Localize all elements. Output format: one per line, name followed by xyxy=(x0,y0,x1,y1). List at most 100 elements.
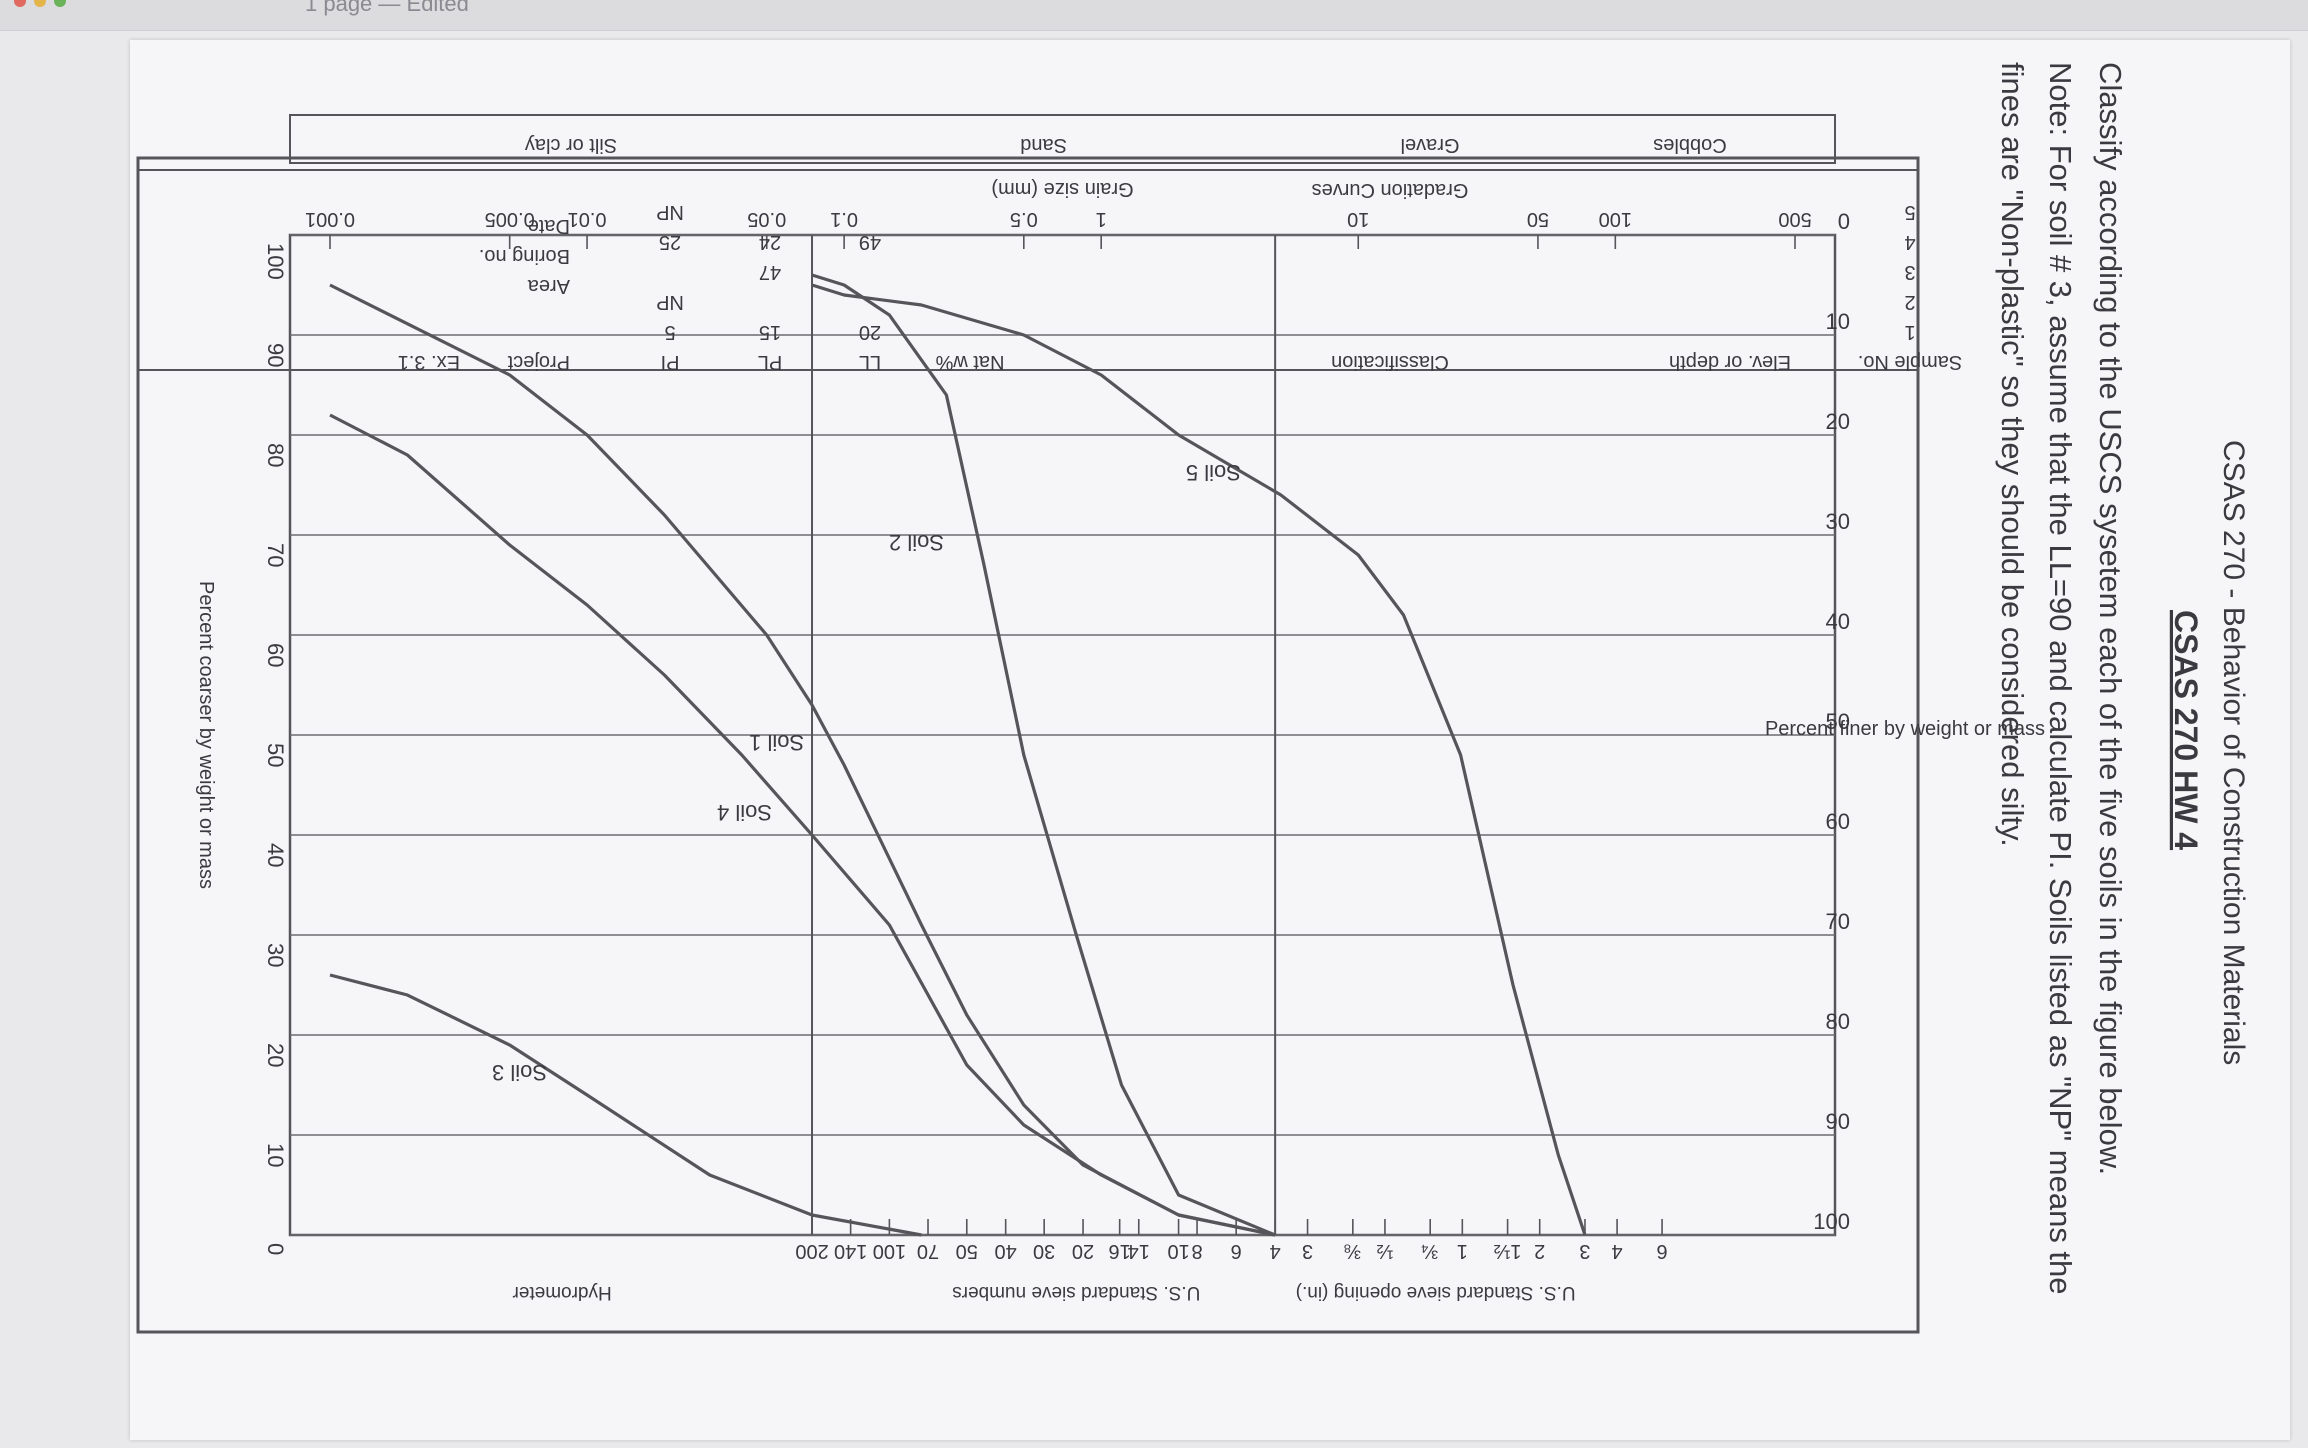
soil-class-label: Sand xyxy=(1020,134,1067,156)
opening-tick-label: 2 xyxy=(1534,1240,1545,1262)
table-meta-0: Project xyxy=(507,351,570,373)
opening-tick-label: 1 xyxy=(1457,1240,1468,1262)
chart-frame xyxy=(136,156,1920,1334)
minimize-dot-icon[interactable] xyxy=(34,0,46,7)
table-cell-no: 3 xyxy=(1904,261,1915,283)
opening-tick-label: 1½ xyxy=(1493,1240,1521,1262)
soil-curve-2 xyxy=(811,273,1276,1237)
number-tick-label: 3 xyxy=(1302,1240,1313,1262)
left-tick-label: 100 xyxy=(1813,1209,1850,1234)
x-axis-label: Grain size (mm) xyxy=(991,178,1133,200)
grain-tick-label: 1 xyxy=(1096,208,1107,230)
table-header-elev: Elev. or depth xyxy=(1669,351,1791,373)
sieve-opening-label: U.S. Standard sieve opening (in.) xyxy=(1296,1282,1576,1303)
table-meta-3: Boring no. xyxy=(479,245,570,267)
grain-tick-label: 500 xyxy=(1778,208,1811,230)
hw-title: CSAS 270 HW 4 xyxy=(2168,610,2204,850)
zoom-dot-icon[interactable] xyxy=(54,0,66,7)
right-tick-label: 20 xyxy=(263,1043,288,1067)
number-tick-label: 14 xyxy=(1128,1240,1150,1262)
grain-tick-label: 0.001 xyxy=(305,208,355,230)
left-tick-label: 40 xyxy=(1826,609,1850,634)
table-header-classification: Classification xyxy=(1331,351,1449,373)
left-tick-label: 30 xyxy=(1826,509,1850,534)
opening-tick-label: 3 xyxy=(1579,1240,1590,1262)
right-tick-label: 30 xyxy=(263,943,288,967)
left-tick-label: 60 xyxy=(1826,809,1850,834)
window-toolbar: 1 page — Edited xyxy=(0,0,2308,31)
left-tick-label: 10 xyxy=(1826,309,1850,334)
y-axis-label-left: Percent finer by weight or mass xyxy=(1765,718,2045,740)
table-header-pi: PI xyxy=(661,351,680,373)
right-tick-label: 50 xyxy=(263,743,288,767)
left-tick-label: 80 xyxy=(1826,1009,1850,1034)
grain-tick-label: 0.01 xyxy=(568,208,607,230)
grain-tick-label: 100 xyxy=(1599,208,1632,230)
right-tick-label: 60 xyxy=(263,643,288,667)
soil-class-label: Silt or clay xyxy=(525,134,617,156)
opening-tick-label: ¾ xyxy=(1422,1240,1439,1262)
opening-tick-label: ½ xyxy=(1376,1240,1393,1262)
table-cell-pi: NP xyxy=(656,291,684,313)
rotated-document: CSAS 270 - Behavior of Construction Mate… xyxy=(136,62,2250,1334)
table-cell-pl: 15 xyxy=(759,321,781,343)
table-header-natw: Nat w% xyxy=(935,351,1004,373)
file-status: 1 page — Edited xyxy=(305,0,469,16)
data-table xyxy=(137,169,1919,371)
table-cell-no: 5 xyxy=(1904,201,1915,223)
table-cell-pl: 24 xyxy=(759,231,781,253)
right-tick-label: 80 xyxy=(263,443,288,467)
sieve-numbers-label: U.S. Standard sieve numbers xyxy=(952,1282,1200,1303)
soil-label-2: Soil 2 xyxy=(889,530,944,555)
grain-tick-label: 0.005 xyxy=(485,208,535,230)
table-header-pl: PL xyxy=(758,351,782,373)
gradation-chart: 1009080706050403020100010203040506070809… xyxy=(137,114,2045,1303)
table-cell-ll: 20 xyxy=(859,321,881,343)
table-meta-4: Date xyxy=(528,215,570,237)
number-tick-label: 4 xyxy=(1270,1240,1281,1262)
soil-label-3: Soil 3 xyxy=(492,1060,547,1085)
number-tick-label: 100 xyxy=(873,1240,906,1262)
close-dot-icon[interactable] xyxy=(14,0,26,7)
number-tick-label: 16 xyxy=(1109,1240,1131,1262)
table-cell-pi: 25 xyxy=(659,231,681,253)
window-controls[interactable] xyxy=(14,0,74,12)
left-tick-label: 70 xyxy=(1826,909,1850,934)
table-cell-pi: NP xyxy=(656,201,684,223)
soil-label-4: Soil 4 xyxy=(717,800,772,825)
course-title: CSAS 270 - Behavior of Construction Mate… xyxy=(2217,440,2250,1065)
table-footer: Gradation Curves xyxy=(1312,179,1469,201)
table-cell-pi: 5 xyxy=(664,321,675,343)
hydrometer-label: Hydrometer xyxy=(512,1282,612,1303)
table-cell-no: 4 xyxy=(1904,231,1915,253)
table-cell-ll: 49 xyxy=(859,231,881,253)
grain-tick-label: 50 xyxy=(1527,208,1549,230)
table-cell-no: 1 xyxy=(1904,321,1915,343)
soil-label-5: Soil 5 xyxy=(1186,460,1241,485)
left-tick-label: 0 xyxy=(1838,209,1850,234)
soil-class-band xyxy=(289,114,1836,164)
note-line-1: Note: For soil # 3, assume that the LL=9… xyxy=(2043,62,2078,1295)
grain-tick-label: 0.1 xyxy=(830,208,858,230)
number-tick-label: 50 xyxy=(956,1240,978,1262)
grain-tick-label: 0.05 xyxy=(747,208,786,230)
table-cell-pl: 47 xyxy=(759,261,781,283)
opening-tick-label: ⅜ xyxy=(1344,1240,1361,1262)
document-page: CSAS 270 - Behavior of Construction Mate… xyxy=(130,40,2290,1440)
number-tick-label: 6 xyxy=(1231,1240,1242,1262)
number-tick-label: 10 xyxy=(1167,1240,1189,1262)
grain-tick-label: 0.5 xyxy=(1010,208,1038,230)
opening-tick-label: 4 xyxy=(1612,1240,1623,1262)
right-tick-label: 0 xyxy=(263,1243,288,1255)
number-tick-label: 30 xyxy=(1033,1240,1055,1262)
opening-tick-label: 6 xyxy=(1657,1240,1668,1262)
table-meta-1: Ex. 3.1 xyxy=(398,351,460,373)
soil-label-1: Soil 1 xyxy=(749,730,804,755)
soil-curve-4 xyxy=(329,413,1276,1237)
soil-curve-1 xyxy=(329,283,1276,1237)
table-header-sample: Sample No. xyxy=(1858,351,1963,373)
grain-tick-label: 10 xyxy=(1347,208,1369,230)
number-tick-label: 20 xyxy=(1072,1240,1094,1262)
soil-class-label: Cobbles xyxy=(1653,134,1726,156)
number-tick-label: 200 xyxy=(795,1240,828,1262)
